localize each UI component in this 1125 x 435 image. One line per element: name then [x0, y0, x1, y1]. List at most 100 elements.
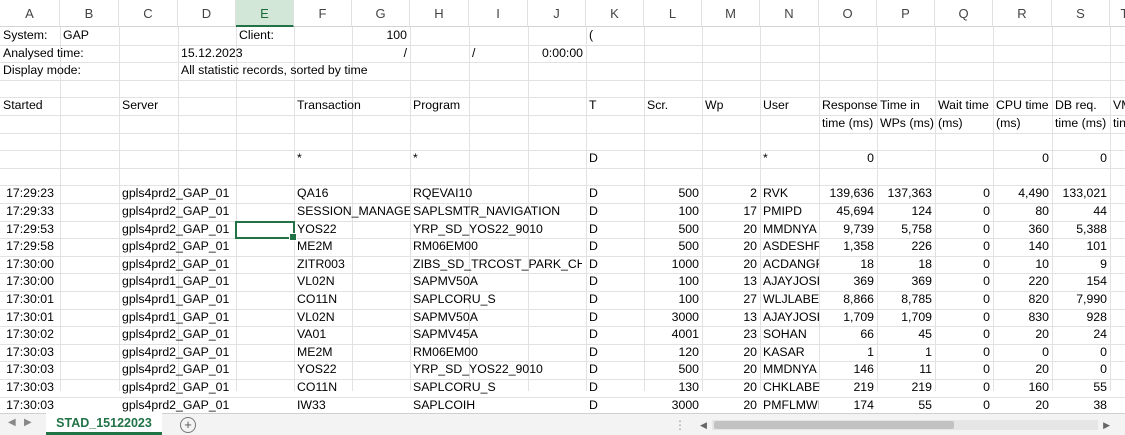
cell-r[interactable]: 0 — [1042, 151, 1049, 166]
filter-row[interactable]: * * D * 0 0 0 — [0, 150, 1125, 168]
cell-f[interactable]: VL02N — [297, 274, 335, 289]
cell-r[interactable]: 20 — [1035, 397, 1049, 412]
cell-o[interactable]: 219 — [853, 380, 874, 394]
cell-k[interactable]: ( — [589, 28, 594, 42]
cell-o[interactable]: 174 — [853, 397, 874, 412]
cell-c[interactable]: gpls4prd1_GAP_01 — [122, 274, 230, 289]
cell-a[interactable]: 17:30:02 — [6, 327, 54, 342]
cell-k[interactable]: D — [589, 274, 598, 289]
cell-c[interactable]: gpls4prd2_GAP_01 — [122, 344, 230, 359]
cell-r[interactable]: 4,490 — [1018, 186, 1049, 201]
cell-c[interactable]: gpls4prd2_GAP_01 — [122, 380, 230, 394]
cell-q[interactable]: 0 — [983, 309, 990, 324]
cell-h[interactable]: YRP_SD_YOS22_9010 — [413, 362, 543, 377]
cell-l[interactable]: 100 — [678, 204, 699, 218]
cell-a[interactable]: Display mode: — [3, 63, 81, 78]
cell-m[interactable]: 20 — [743, 362, 757, 377]
cell-t[interactable]: tin — [1113, 116, 1125, 130]
cell-m[interactable]: 20 — [743, 221, 757, 236]
cell-m[interactable]: 13 — [743, 309, 757, 324]
cell-p[interactable]: 219 — [911, 380, 932, 394]
cell-n[interactable]: KASAR — [763, 344, 805, 359]
column-header-o[interactable]: O — [819, 0, 877, 27]
cell-k[interactable]: D — [589, 186, 598, 201]
cell-p[interactable]: 5,758 — [901, 221, 932, 236]
cell-l[interactable]: 500 — [678, 239, 699, 254]
cell-s[interactable]: 101 — [1086, 239, 1107, 254]
cell-o[interactable]: time (ms) — [822, 116, 874, 130]
info-row[interactable]: Display mode: All statistic records, sort… — [0, 62, 1125, 80]
cell-r[interactable]: 820 — [1028, 292, 1049, 306]
cell-q[interactable]: 0 — [983, 204, 990, 218]
cell-p[interactable]: Time in — [880, 98, 920, 113]
cell-n[interactable]: WLJLABEL — [763, 292, 819, 306]
cell-a[interactable]: Started — [3, 98, 43, 113]
table-row[interactable]: 17:30:01 gpls4prd1_GAP_01 VL02N SAPMV50A D 30… — [0, 309, 1125, 327]
cell-a[interactable]: 17:30:03 — [6, 380, 54, 394]
cell-r[interactable]: 830 — [1028, 309, 1049, 324]
cell-a[interactable]: 17:30:01 — [6, 292, 54, 306]
cell-l[interactable]: 130 — [678, 380, 699, 394]
cell-o[interactable]: 45,694 — [836, 204, 874, 218]
cell-r[interactable]: (ms) — [996, 116, 1021, 130]
cell-r[interactable]: 360 — [1028, 221, 1049, 236]
table-row[interactable]: 17:30:03 gpls4prd2_GAP_01 ME2M RM06EM00 D 120… — [0, 344, 1125, 362]
table-row[interactable]: 17:30:03 gpls4prd2_GAP_01 YOS22 YRP_SD_YOS2… — [0, 361, 1125, 379]
cell-d[interactable]: All statistic records, sorted by time — [181, 63, 368, 78]
cell-r[interactable]: 140 — [1028, 239, 1049, 254]
cell-p[interactable]: 1 — [925, 344, 932, 359]
cell-k[interactable]: D — [589, 309, 598, 324]
column-header-q[interactable]: Q — [935, 0, 993, 27]
cell-h[interactable]: SAPLCORU_S — [413, 380, 496, 394]
cell-r[interactable]: 10 — [1035, 256, 1049, 271]
cell-o[interactable]: 1,709 — [843, 309, 874, 324]
cell-a[interactable]: 17:30:03 — [6, 344, 54, 359]
cell-o[interactable]: 8,866 — [843, 292, 874, 306]
table-row[interactable]: 17:29:53 gpls4prd2_GAP_01 YOS22 YRP_SD_YOS2… — [0, 221, 1125, 239]
cell-n[interactable]: MMDNYA — [763, 362, 817, 377]
cell-s[interactable]: 44 — [1093, 204, 1107, 218]
cell-a[interactable]: Analysed time: — [3, 45, 84, 60]
table-row[interactable]: 17:30:03 gpls4prd2_GAP_01 CO11N SAPLCORU_S D… — [0, 379, 1125, 397]
cell-a[interactable]: System: — [3, 28, 48, 42]
cell-l[interactable]: 3000 — [671, 397, 699, 412]
cell-q[interactable]: 0 — [983, 362, 990, 377]
cell-m[interactable]: 20 — [743, 380, 757, 394]
cell-f[interactable]: CO11N — [297, 380, 338, 394]
cell-k[interactable]: D — [589, 397, 598, 412]
cell-f[interactable]: YOS22 — [297, 362, 337, 377]
cell-a[interactable]: 17:30:03 — [6, 362, 54, 377]
cell-q[interactable]: 0 — [983, 256, 990, 271]
table-row[interactable]: 17:29:58 gpls4prd2_GAP_01 ME2M RM06EM00 D 500… — [0, 238, 1125, 256]
cell-o[interactable]: 139,636 — [829, 186, 874, 201]
cell-q[interactable]: 0 — [983, 380, 990, 394]
cell-h[interactable]: RM06EM00 — [413, 344, 478, 359]
cell-s[interactable]: 154 — [1086, 274, 1107, 289]
column-header-k[interactable]: K — [586, 0, 644, 27]
cell-l[interactable]: 500 — [678, 362, 699, 377]
cell-k[interactable]: D — [589, 221, 598, 236]
cell-s[interactable]: 0 — [1100, 362, 1107, 377]
cell-f[interactable]: * — [297, 151, 302, 166]
cell-n[interactable]: ACDANGR — [763, 256, 819, 271]
active-cell-selection[interactable] — [235, 220, 297, 241]
cell-r[interactable]: 160 — [1028, 380, 1049, 394]
cell-q[interactable]: 0 — [983, 221, 990, 236]
cell-o[interactable]: 0 — [867, 151, 874, 166]
cell-p[interactable]: 1,709 — [901, 309, 932, 324]
cell-k[interactable]: T — [589, 98, 597, 113]
cell-c[interactable]: gpls4prd2_GAP_01 — [122, 256, 230, 271]
cell-p[interactable]: 18 — [918, 256, 932, 271]
column-header-f[interactable]: F — [294, 0, 352, 27]
cell-a[interactable]: 17:29:53 — [6, 221, 54, 236]
cell-f[interactable]: SESSION_MANAGER — [297, 204, 410, 218]
cell-k[interactable]: D — [589, 239, 598, 254]
cell-q[interactable]: 0 — [983, 186, 990, 201]
cell-a[interactable]: 17:29:33 — [6, 204, 54, 218]
cell-m[interactable]: 13 — [743, 274, 757, 289]
cell-p[interactable]: 45 — [918, 327, 932, 342]
cell-c[interactable]: gpls4prd2_GAP_01 — [122, 362, 230, 377]
cell-s[interactable]: time (ms) — [1055, 116, 1107, 130]
cell-s[interactable]: 38 — [1093, 397, 1107, 412]
